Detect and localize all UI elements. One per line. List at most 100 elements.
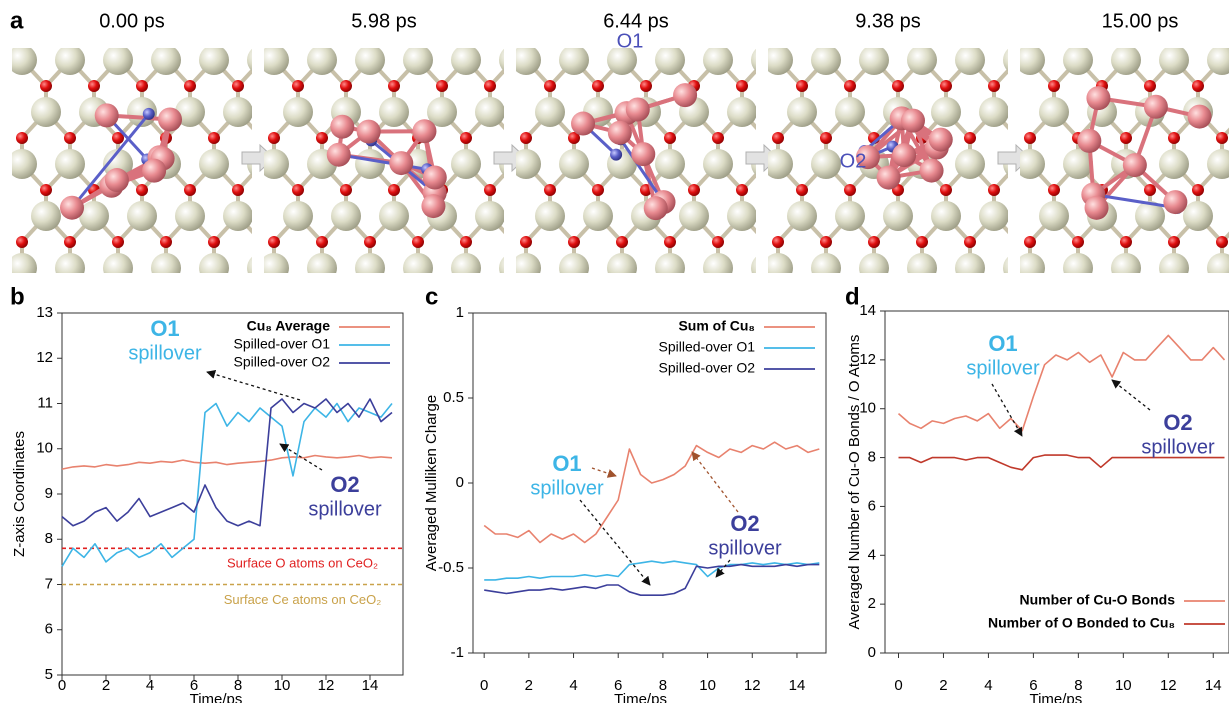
ce-atom	[355, 253, 385, 283]
o-atom	[796, 288, 808, 300]
o-atom	[88, 80, 100, 92]
annotation: O1	[150, 316, 179, 341]
ce-atom	[199, 45, 229, 75]
o-atom	[1168, 132, 1180, 144]
ce-atom	[355, 149, 385, 179]
o-atom	[136, 184, 148, 196]
ce-atom	[1207, 253, 1229, 283]
o-atom	[508, 236, 520, 248]
o-atom	[436, 80, 448, 92]
o-atom	[280, 184, 292, 196]
cu-atom	[1123, 153, 1147, 177]
o-atom	[136, 288, 148, 300]
o-atom	[208, 236, 220, 248]
panel-label: b	[10, 283, 25, 310]
ce-atom	[127, 201, 157, 231]
o-atom	[1216, 132, 1228, 144]
y-axis-title: Z-axis Coordinates	[11, 431, 28, 557]
ce-atom	[1159, 45, 1189, 75]
x-tick-label: 0	[58, 677, 66, 694]
ce-atom	[283, 201, 313, 231]
x-tick-label: 0	[480, 677, 488, 694]
ce-atom	[175, 201, 205, 231]
ce-atom	[55, 149, 85, 179]
o-atom	[1048, 288, 1060, 300]
y-tick-label: 4	[868, 546, 876, 563]
o-atom	[1192, 288, 1204, 300]
ce-atom	[559, 253, 589, 283]
annotation-arrow	[992, 384, 1022, 436]
o-atom	[640, 80, 652, 92]
o-atom	[868, 236, 880, 248]
o-atom	[916, 236, 928, 248]
y-tick-label: 0.5	[443, 389, 464, 406]
ce-atom	[859, 45, 889, 75]
cu-atom	[1188, 105, 1212, 129]
ce-atom	[703, 149, 733, 179]
annotation-arrow	[207, 372, 300, 400]
o-atom	[712, 236, 724, 248]
o-atom	[268, 236, 280, 248]
cu-atom	[330, 115, 354, 139]
o-atom	[1144, 184, 1156, 196]
o-atom	[760, 236, 772, 248]
o-atom	[88, 288, 100, 300]
annotation-arrow	[580, 500, 650, 585]
ce-atom	[979, 97, 1009, 127]
o-atom	[1036, 184, 1048, 196]
ce-atom	[31, 201, 61, 231]
o-atom	[1120, 236, 1132, 248]
y-tick-label: 9	[45, 485, 53, 502]
annotation: spillover	[530, 477, 604, 499]
o-atom	[616, 236, 628, 248]
o-atom	[1048, 80, 1060, 92]
annotation: O2	[1163, 410, 1192, 435]
o-atom	[184, 80, 196, 92]
o-atom	[844, 80, 856, 92]
o-atom	[256, 132, 268, 144]
y-tick-label: 6	[45, 621, 53, 638]
o-atom	[988, 288, 1000, 300]
x-axis-title: Time/ps	[190, 691, 243, 703]
y-tick-label: 2	[868, 595, 876, 612]
x-tick-label: 0	[894, 677, 902, 694]
o-atom	[820, 132, 832, 144]
o-atom	[544, 80, 556, 92]
o-atom	[532, 80, 544, 92]
ce-atom	[1183, 201, 1213, 231]
ce-atom	[931, 201, 961, 231]
o-atom	[520, 132, 532, 144]
y-tick-label: -0.5	[438, 559, 464, 576]
o-atom	[772, 236, 784, 248]
o-atom	[316, 236, 328, 248]
ce-atom	[655, 253, 685, 283]
ce-atom	[1063, 45, 1093, 75]
cu-atom	[571, 112, 595, 136]
legend-label: Number of O Bonded to Cu₈	[988, 615, 1175, 631]
annotation: O1	[552, 451, 581, 476]
y-tick-label: 7	[45, 575, 53, 592]
annotation: spillover	[708, 537, 782, 559]
y-axis-title: Averaged Mulliken Charge	[423, 395, 440, 572]
o-atom	[520, 236, 532, 248]
annotation-arrow	[592, 468, 616, 476]
annotation: spillover	[966, 357, 1040, 379]
o-atom	[544, 184, 556, 196]
ce-atom	[811, 253, 841, 283]
o-atom	[688, 184, 700, 196]
cu-atom	[60, 196, 84, 220]
atom-label: O2	[840, 150, 867, 172]
cu-atom	[877, 166, 901, 190]
annotation: spillover	[1141, 436, 1215, 458]
ce-atom	[199, 253, 229, 283]
o-atom	[508, 132, 520, 144]
o-atom	[256, 236, 268, 248]
o-atom	[1192, 80, 1204, 92]
o-atom	[1216, 236, 1228, 248]
cu-atom	[901, 109, 925, 133]
o-atom	[964, 236, 976, 248]
o-atom	[268, 132, 280, 144]
o-atom	[340, 80, 352, 92]
ce-atom	[835, 97, 865, 127]
snapshot	[7, 45, 301, 300]
